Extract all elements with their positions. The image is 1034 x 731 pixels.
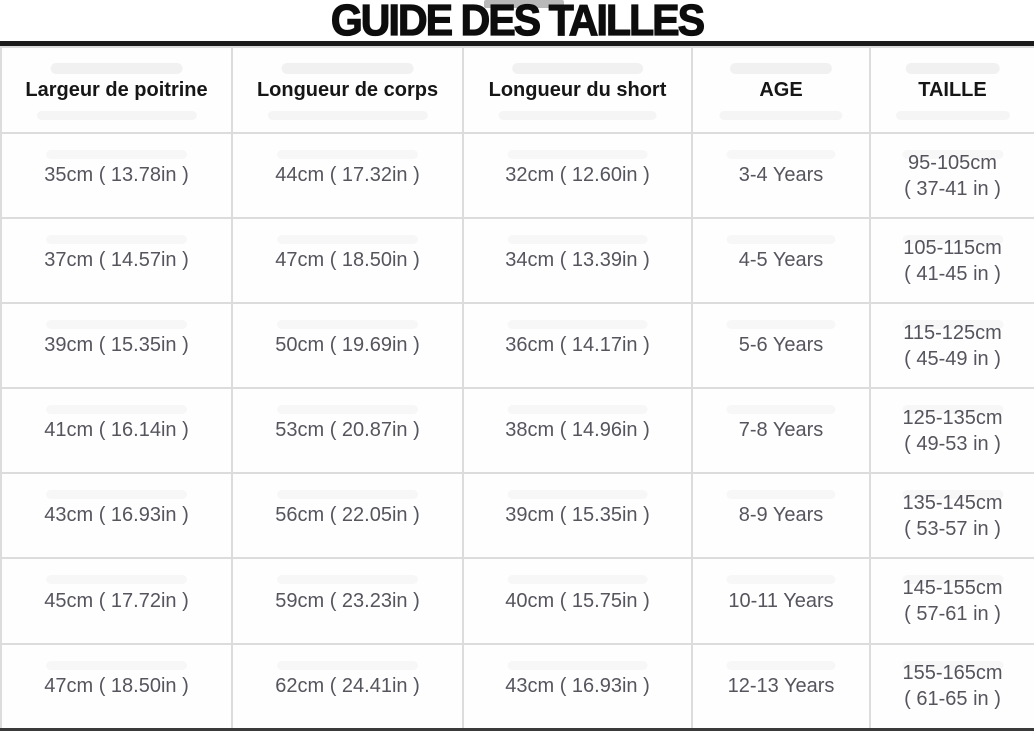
column-header-age: AGE [691, 46, 871, 134]
cell-age: 12-13 Years [691, 642, 871, 731]
top-smudge-artifact [484, 0, 564, 8]
taille-cm: 105-115cm [903, 236, 1002, 259]
cell-chest-width: 43cm ( 16.93in ) [0, 472, 233, 560]
table-row: 35cm ( 13.78in ) 44cm ( 17.32in ) 32cm (… [0, 131, 1034, 220]
cell-chest-width: 35cm ( 13.78in ) [0, 131, 233, 220]
table-header-row: Largeur de poitrine Longueur de corps Lo… [0, 46, 1034, 134]
table-row: 39cm ( 15.35in ) 50cm ( 19.69in ) 36cm (… [0, 302, 1034, 390]
taille-cm: 135-145cm [902, 491, 1003, 514]
cell-chest-width: 37cm ( 14.57in ) [0, 217, 233, 305]
column-header-short-length: Longueur du short [462, 46, 693, 134]
cell-body-length: 56cm ( 22.05in ) [231, 472, 464, 560]
cell-taille: 95-105cm ( 37-41 in ) [869, 131, 1034, 220]
cell-body-length: 44cm ( 17.32in ) [231, 131, 464, 220]
cell-body-length: 53cm ( 20.87in ) [231, 387, 464, 475]
title-divider [0, 41, 1034, 46]
cell-age: 4-5 Years [691, 217, 871, 305]
cell-age: 10-11 Years [691, 557, 871, 645]
table-row: 43cm ( 16.93in ) 56cm ( 22.05in ) 39cm (… [0, 472, 1034, 560]
taille-cm: 125-135cm [902, 406, 1003, 429]
column-header-taille: TAILLE [869, 46, 1034, 134]
cell-age: 5-6 Years [691, 302, 871, 390]
table-row: 47cm ( 18.50in ) 62cm ( 24.41in ) 43cm (… [0, 642, 1034, 731]
page-title: GUIDE DES TAILLES [330, 0, 705, 45]
cell-taille: 115-125cm ( 45-49 in ) [869, 302, 1034, 390]
taille-cm: 115-125cm [903, 321, 1002, 344]
cell-short-length: 38cm ( 14.96in ) [462, 387, 693, 475]
cell-short-length: 40cm ( 15.75in ) [462, 557, 693, 645]
table-row: 45cm ( 17.72in ) 59cm ( 23.23in ) 40cm (… [0, 557, 1034, 645]
taille-in: ( 37-41 in ) [904, 177, 1001, 200]
cell-short-length: 43cm ( 16.93in ) [462, 642, 693, 731]
column-header-chest-width: Largeur de poitrine [0, 46, 233, 134]
cell-body-length: 59cm ( 23.23in ) [231, 557, 464, 645]
cell-short-length: 34cm ( 13.39in ) [462, 217, 693, 305]
taille-in: ( 57-61 in ) [904, 603, 1001, 626]
cell-chest-width: 39cm ( 15.35in ) [0, 302, 233, 390]
cell-age: 8-9 Years [691, 472, 871, 560]
cell-taille: 125-135cm ( 49-53 in ) [869, 387, 1034, 475]
taille-in: ( 61-65 in ) [904, 688, 1001, 711]
cell-taille: 145-155cm ( 57-61 in ) [869, 557, 1034, 645]
table-row: 37cm ( 14.57in ) 47cm ( 18.50in ) 34cm (… [0, 217, 1034, 305]
cell-short-length: 32cm ( 12.60in ) [462, 131, 693, 220]
column-header-body-length: Longueur de corps [231, 46, 464, 134]
taille-in: ( 49-53 in ) [904, 432, 1001, 455]
cell-taille: 105-115cm ( 41-45 in ) [869, 217, 1034, 305]
cell-chest-width: 45cm ( 17.72in ) [0, 557, 233, 645]
taille-cm: 155-165cm [902, 662, 1003, 685]
taille-in: ( 41-45 in ) [904, 262, 1001, 285]
taille-in: ( 45-49 in ) [904, 347, 1001, 370]
cell-chest-width: 41cm ( 16.14in ) [0, 387, 233, 475]
title-band: GUIDE DES TAILLES [0, 0, 1034, 45]
cell-age: 7-8 Years [691, 387, 871, 475]
cell-body-length: 47cm ( 18.50in ) [231, 217, 464, 305]
cell-body-length: 50cm ( 19.69in ) [231, 302, 464, 390]
table-row: 41cm ( 16.14in ) 53cm ( 20.87in ) 38cm (… [0, 387, 1034, 475]
cell-taille: 155-165cm ( 61-65 in ) [869, 642, 1034, 731]
cell-age: 3-4 Years [691, 131, 871, 220]
taille-in: ( 53-57 in ) [904, 517, 1001, 540]
cell-taille: 135-145cm ( 53-57 in ) [869, 472, 1034, 560]
taille-cm: 95-105cm [908, 151, 997, 174]
cell-chest-width: 47cm ( 18.50in ) [0, 642, 233, 731]
cell-short-length: 39cm ( 15.35in ) [462, 472, 693, 560]
cell-body-length: 62cm ( 24.41in ) [231, 642, 464, 731]
size-guide-table: Largeur de poitrine Longueur de corps Lo… [0, 46, 1034, 731]
cell-short-length: 36cm ( 14.17in ) [462, 302, 693, 390]
taille-cm: 145-155cm [902, 577, 1003, 600]
